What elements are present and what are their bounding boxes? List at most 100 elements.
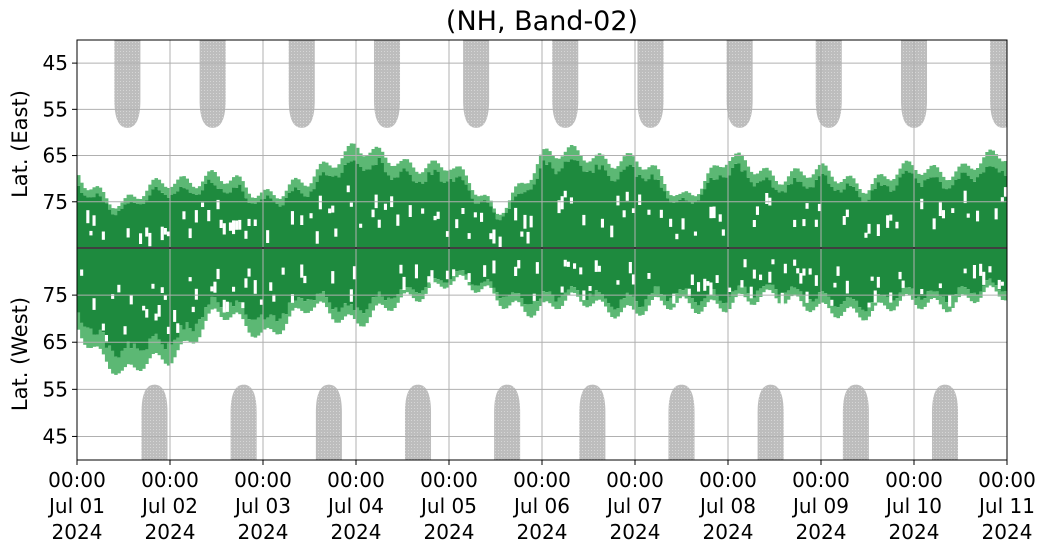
activity-cell-weak [845,176,850,184]
activity-cell-weak [814,169,819,180]
activity-cell-strong [963,172,968,247]
activity-cell-strong [179,186,183,247]
activity-cell-weak [988,278,992,286]
activity-cell-strong [786,184,791,247]
x-tick-label: Jul 06 [512,494,570,518]
activity-cell-strong [507,208,512,247]
activity-cell-strong [591,172,596,247]
activity-gap [610,225,614,238]
activity-cell-strong [238,184,242,247]
activity-gap [616,280,620,285]
activity-cell-strong [318,175,323,247]
activity-cell-weak [951,295,955,308]
activity-cell-strong [241,191,245,247]
activity-gap [845,209,850,218]
activity-cell-weak [225,308,230,320]
activity-cell-strong [563,161,568,247]
activity-gap [886,215,890,228]
activity-cell-strong [836,189,840,247]
activity-gap [300,215,304,225]
activity-cell-strong [734,249,738,291]
activity-cell-strong [250,203,255,247]
activity-cell-weak [821,163,825,174]
activity-cell-strong [895,249,899,299]
activity-cell-strong [278,206,282,247]
activity-gap [334,228,338,237]
activity-cell-weak [684,288,689,299]
activity-gap [145,227,149,237]
activity-cell-weak [808,177,813,188]
activity-cell-strong [523,249,527,305]
activity-cell-strong [836,249,840,308]
activity-cell-strong [1003,175,1007,247]
activity-cell-weak [876,294,881,303]
activity-gap [870,276,875,281]
activity-cell-weak [746,166,751,178]
y-tick-label: 55 [43,377,68,401]
activity-gap [805,291,809,303]
activity-cell-strong [777,249,782,297]
activity-cell-weak [876,174,881,183]
activity-cell-strong [948,188,952,247]
activity-cell-weak [814,298,819,307]
activity-cell-weak [532,173,537,185]
activity-cell-weak [935,291,940,300]
activity-cell-strong [635,176,639,247]
activity-cell-weak [805,177,809,189]
activity-cell-weak [548,151,552,163]
activity-cell-weak [80,322,84,339]
activity-cell-weak [188,182,193,193]
activity-cell-strong [179,249,183,325]
activity-cell-weak [644,169,648,182]
chart-title: (NH, Band-02) [445,6,639,37]
activity-cell-strong [985,167,989,247]
activity-gap [188,228,193,239]
activity-cell-weak [424,168,428,182]
activity-cell-weak [669,297,673,310]
activity-cell-weak [396,294,400,303]
activity-cell-strong [582,249,586,298]
activity-cell-weak [777,184,782,193]
activity-cell-strong [294,187,298,247]
activity-cell-weak [306,186,310,197]
activity-cell-weak [734,290,738,298]
activity-gap [802,219,806,227]
activity-cell-strong [898,249,902,293]
activity-cell-weak [638,307,642,316]
activity-cell-weak [827,170,831,184]
activity-cell-weak [111,208,115,215]
activity-cell-weak [520,298,524,307]
activity-cell-weak [653,165,658,180]
activity-cell-strong [535,178,540,247]
activity-cell-strong [678,199,682,247]
activity-cell-strong [945,189,949,247]
activity-cell-weak [312,300,317,308]
activity-cell-strong [659,249,664,295]
activity-cell-strong [790,249,794,287]
activity-cell-strong [135,204,140,247]
activity-cell-weak [799,171,803,182]
activity-cell-strong [777,192,782,247]
activity-cell-weak [687,296,692,304]
activity-cell-strong [666,249,670,301]
activity-gap [473,212,478,218]
activity-cell-strong [365,249,369,310]
activity-gap [768,271,772,283]
activity-cell-strong [852,186,856,247]
activity-cell-weak [331,167,335,177]
activity-cell-weak [328,302,332,314]
activity-gap [718,214,723,222]
activity-cell-weak [520,182,524,194]
activity-cell-strong [548,162,552,247]
activity-gap [517,260,521,269]
activity-cell-weak [300,182,304,194]
activity-cell-strong [287,193,292,247]
activity-cell-weak [120,350,124,371]
activity-cell-weak [585,300,589,308]
activity-cell-weak [483,194,487,200]
activity-cell-strong [703,249,707,299]
activity-cell-strong [684,249,689,289]
activity-cell-strong [746,249,751,294]
activity-cell-weak [582,160,586,172]
activity-cell-weak [641,169,645,179]
